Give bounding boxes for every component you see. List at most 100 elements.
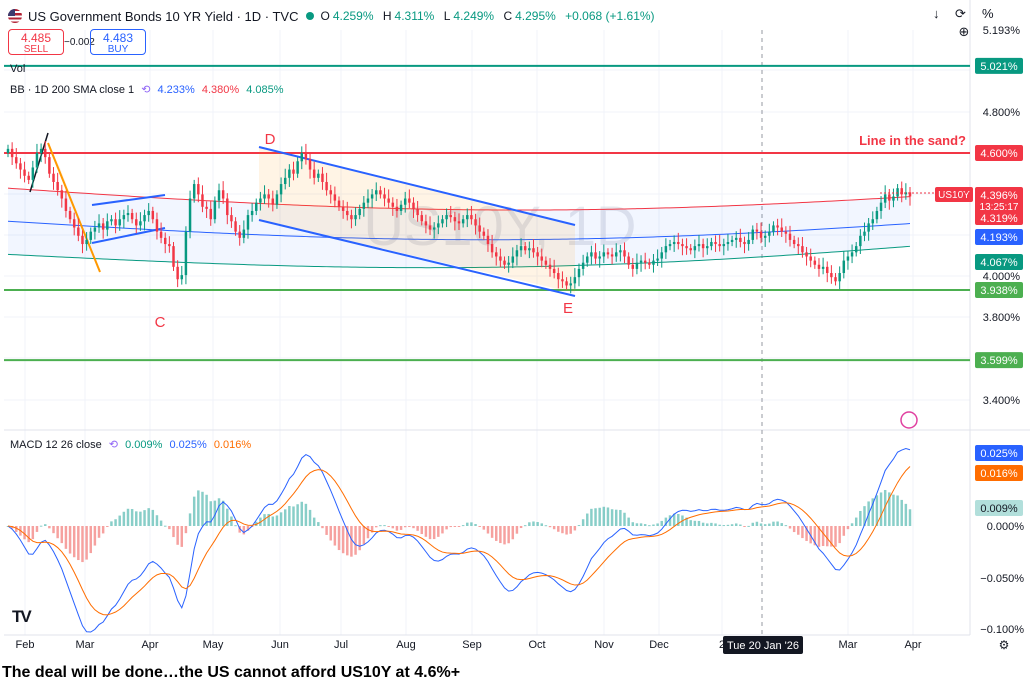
candle-body: [834, 277, 837, 282]
macd-histogram-bar: [817, 526, 821, 547]
macd-histogram-bar: [528, 522, 531, 526]
candle-body: [734, 237, 738, 240]
candle-body: [370, 194, 374, 199]
macd-histogram-bar: [780, 523, 783, 526]
macd-histogram-bar: [763, 524, 767, 526]
candle-body: [635, 262, 639, 269]
candle-body: [892, 196, 895, 201]
macd-histogram-bar: [221, 500, 225, 526]
refresh-icon[interactable]: ⟳: [955, 6, 966, 21]
macd-histogram-bar: [337, 526, 341, 551]
candle-body: [714, 241, 717, 245]
candle-body: [362, 202, 366, 209]
macd-histogram-bar: [850, 523, 854, 526]
candle-body: [217, 190, 221, 201]
candle-body: [89, 231, 92, 240]
macd-histogram-bar: [573, 526, 577, 531]
ohlc-readout: O 4.259% H 4.311% L 4.249% C 4.295% +0.068 (…: [320, 9, 655, 23]
candle-body: [859, 235, 862, 247]
macd-legend[interactable]: MACD 12 26 close ⟲ 0.009% 0.025% 0.016%: [10, 439, 252, 451]
macd-histogram-bar: [598, 507, 601, 526]
candle-body: [64, 198, 68, 211]
macd-histogram-bar: [813, 526, 817, 546]
candle-body: [863, 231, 866, 236]
candle-body: [528, 248, 531, 251]
candle-body: [689, 248, 692, 251]
macd-histogram-bar: [586, 513, 589, 526]
candle-body: [201, 194, 204, 207]
spread-value: −0.002: [64, 37, 95, 48]
candle-body: [180, 275, 184, 280]
candle-body: [490, 244, 494, 253]
sell-button[interactable]: 4.485 SELL: [8, 29, 64, 55]
macd-histogram-bar: [283, 509, 287, 526]
symbol-tag: [935, 187, 973, 202]
candle-body: [118, 219, 121, 226]
chart-canvas[interactable]: US10Y, 1D Line in the sand? DCE 4.800%4.…: [0, 0, 1033, 657]
macd-histogram-bar: [180, 526, 184, 547]
macd-histogram-bar: [830, 526, 833, 547]
symbol-title[interactable]: US Government Bonds 10 YR Yield · 1D · T…: [28, 8, 299, 24]
macd-histogram-bar: [565, 526, 568, 535]
candle-body: [341, 206, 345, 211]
candle-body: [602, 252, 606, 257]
candle-body: [768, 231, 771, 236]
candle-body: [350, 215, 353, 220]
macd-histogram-bar: [312, 517, 316, 526]
macd-histogram-bar: [482, 526, 486, 530]
time-tick: Sep: [462, 639, 482, 651]
macd-histogram-bar: [139, 511, 142, 526]
candle-body: [619, 250, 622, 253]
candle-body: [445, 215, 448, 220]
price-labels: 5.021% 4.600% 3.938% 3.599% US10Y 4.396%13:25…: [880, 57, 1023, 516]
vol-legend[interactable]: Vol: [10, 63, 26, 75]
macd-histogram-bar: [379, 525, 382, 527]
axes: 4.800% 4.000% 3.800% 3.400% 5.193% ⊕ 0.000% −0.…: [16, 24, 1024, 654]
flag-lower: [91, 227, 166, 244]
macd-histogram-bar: [718, 524, 721, 526]
candle-body: [238, 231, 241, 238]
macd-histogram-bar: [126, 508, 130, 526]
macd-tick: −0.050%: [980, 573, 1024, 585]
macd-histogram-bar: [350, 526, 353, 557]
time-tick: 2: [719, 639, 725, 651]
candle-body: [697, 244, 701, 247]
macd-histogram-bar: [391, 526, 395, 529]
arrow-down-icon[interactable]: ↓: [933, 6, 940, 21]
macd-histogram-bar: [97, 526, 101, 538]
candle-body: [437, 223, 440, 228]
current-price: 4.396%: [980, 190, 1018, 202]
macd-histogram-bar: [81, 526, 84, 563]
candle-body: [685, 246, 688, 249]
candle-body: [797, 244, 800, 247]
percent-toggle[interactable]: %: [982, 6, 994, 21]
candle-body: [10, 148, 14, 158]
candle-body: [184, 231, 188, 276]
macd-histogram-bar: [751, 522, 755, 526]
candle-body: [403, 198, 407, 205]
candle-body: [283, 177, 287, 185]
candle-body: [557, 273, 560, 280]
macd-histogram-bar: [246, 526, 250, 531]
candle-body: [759, 231, 763, 238]
crosshair-date-box: [723, 636, 803, 654]
macd-histogram-bar: [668, 515, 672, 526]
macd-histogram-bar: [908, 509, 912, 526]
candle-body: [271, 198, 275, 205]
candle-body: [399, 204, 403, 211]
candle-body: [259, 198, 262, 203]
bb-legend[interactable]: BB · 1D 200 SMA close 1 ⟲ 4.233% 4.380% …: [10, 84, 284, 96]
macd-histogram-bar: [552, 526, 556, 530]
candle-body: [606, 252, 610, 255]
candle-body: [772, 225, 775, 232]
candle-body: [730, 239, 734, 242]
candle-body: [457, 221, 461, 224]
price-tick: 5.193%: [983, 25, 1021, 37]
macd-histogram-bar: [594, 508, 597, 526]
macd-histogram-bar: [784, 525, 788, 527]
candle-body: [358, 208, 361, 216]
candle-body: [478, 225, 481, 232]
macd-histogram-bar: [511, 526, 515, 540]
candle-body: [763, 235, 767, 238]
buy-button[interactable]: 4.483 BUY: [90, 29, 146, 55]
